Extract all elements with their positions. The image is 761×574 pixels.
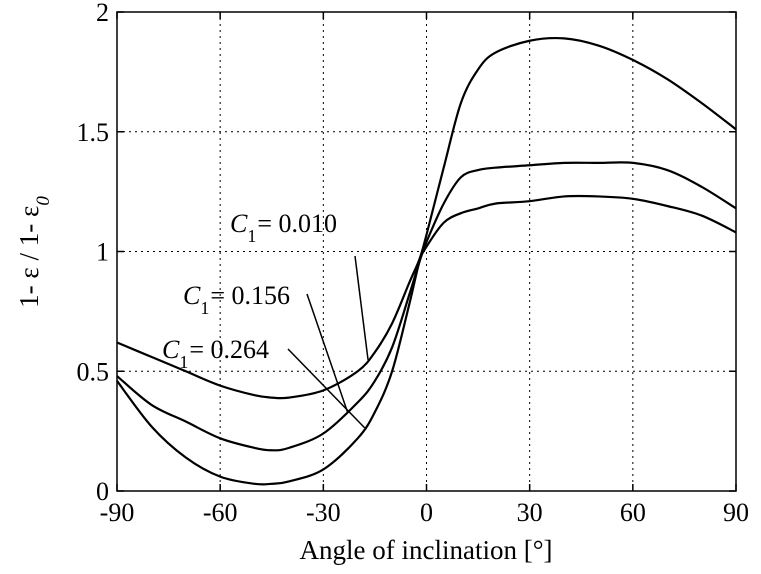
x-axis-label: Angle of inclination [°] (300, 535, 553, 565)
series-annotation-c1-010: C1= 0.010 (230, 209, 337, 246)
x-tick-label: 30 (517, 498, 543, 527)
grid-lines (117, 12, 736, 491)
x-tick-label: -60 (203, 498, 238, 527)
series-annotation-c1-264: C1= 0.264 (162, 335, 269, 372)
labels: -90 -60 -30 0 30 60 90 0 0.5 1 1.5 2 C1= 0.010 C1= 0.… (77, 0, 750, 527)
annotation-leader-c1-010 (354, 255, 369, 360)
x-tick-label: 60 (620, 498, 646, 527)
y-tick-label: 0.5 (77, 357, 110, 386)
y-tick-label: 1.5 (77, 118, 110, 147)
y-axis-label: 1- ε / 1- ε0 (14, 196, 54, 308)
x-tick-label: -90 (100, 498, 135, 527)
annotation-leaders (287, 255, 369, 429)
y-tick-label: 1 (96, 238, 109, 267)
plot-frame (116, 11, 737, 492)
x-tick-label: 0 (420, 498, 433, 527)
annotation-leader-c1-264 (287, 348, 366, 429)
y-tick-label: 2 (96, 0, 109, 27)
x-tick-label: -30 (306, 498, 341, 527)
axis-ticks (116, 11, 737, 492)
annotation-leader-c1-156 (306, 293, 349, 412)
series-annotation-c1-156: C1= 0.156 (183, 281, 290, 318)
curves (116, 36, 737, 486)
x-tick-label: 90 (723, 498, 749, 527)
series-line-c1-264 (116, 194, 737, 486)
y-tick-label: 0 (96, 477, 109, 506)
